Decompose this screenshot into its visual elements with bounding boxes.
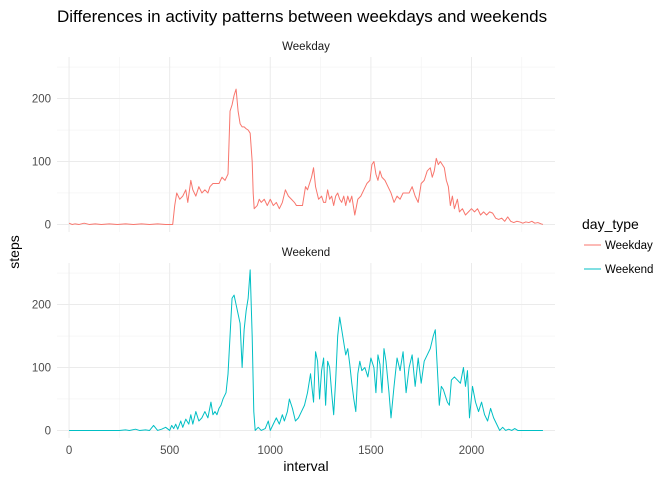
chart-title: Differences in activity patterns between… (57, 7, 547, 26)
y-tick-label-weekday: 100 (32, 156, 51, 168)
strip-label-weekend: Weekend (282, 247, 330, 259)
panel-weekend: Weekend (57, 247, 555, 438)
legend: day_type Weekday Weekend (582, 216, 653, 276)
y-tick-label-weekday: 200 (32, 94, 51, 106)
x-tick-label: 1500 (358, 445, 384, 457)
x-axis: 0 500 1000 1500 2000 (66, 445, 484, 457)
y-axis: 0 100 200 0 100 200 (32, 94, 51, 438)
y-tick-label-weekend: 200 (32, 300, 51, 312)
y-tick-label-weekday: 0 (45, 219, 51, 231)
series-line-weekend (69, 269, 543, 431)
legend-label-weekday: Weekday (605, 240, 653, 252)
y-tick-label-weekend: 0 (45, 425, 51, 437)
x-tick-label: 0 (66, 445, 72, 457)
y-axis-title: steps (6, 235, 22, 268)
x-tick-label: 2000 (459, 445, 485, 457)
series-line-weekday (68, 88, 544, 225)
legend-title: day_type (582, 216, 639, 232)
x-axis-title: interval (283, 458, 328, 474)
legend-label-weekend: Weekend (605, 264, 653, 276)
y-tick-label-weekend: 100 (32, 362, 51, 374)
strip-label-weekday: Weekday (282, 41, 330, 53)
panel-weekday: Weekday (57, 41, 555, 232)
x-tick-label: 1000 (257, 445, 283, 457)
x-tick-label: 500 (160, 445, 179, 457)
